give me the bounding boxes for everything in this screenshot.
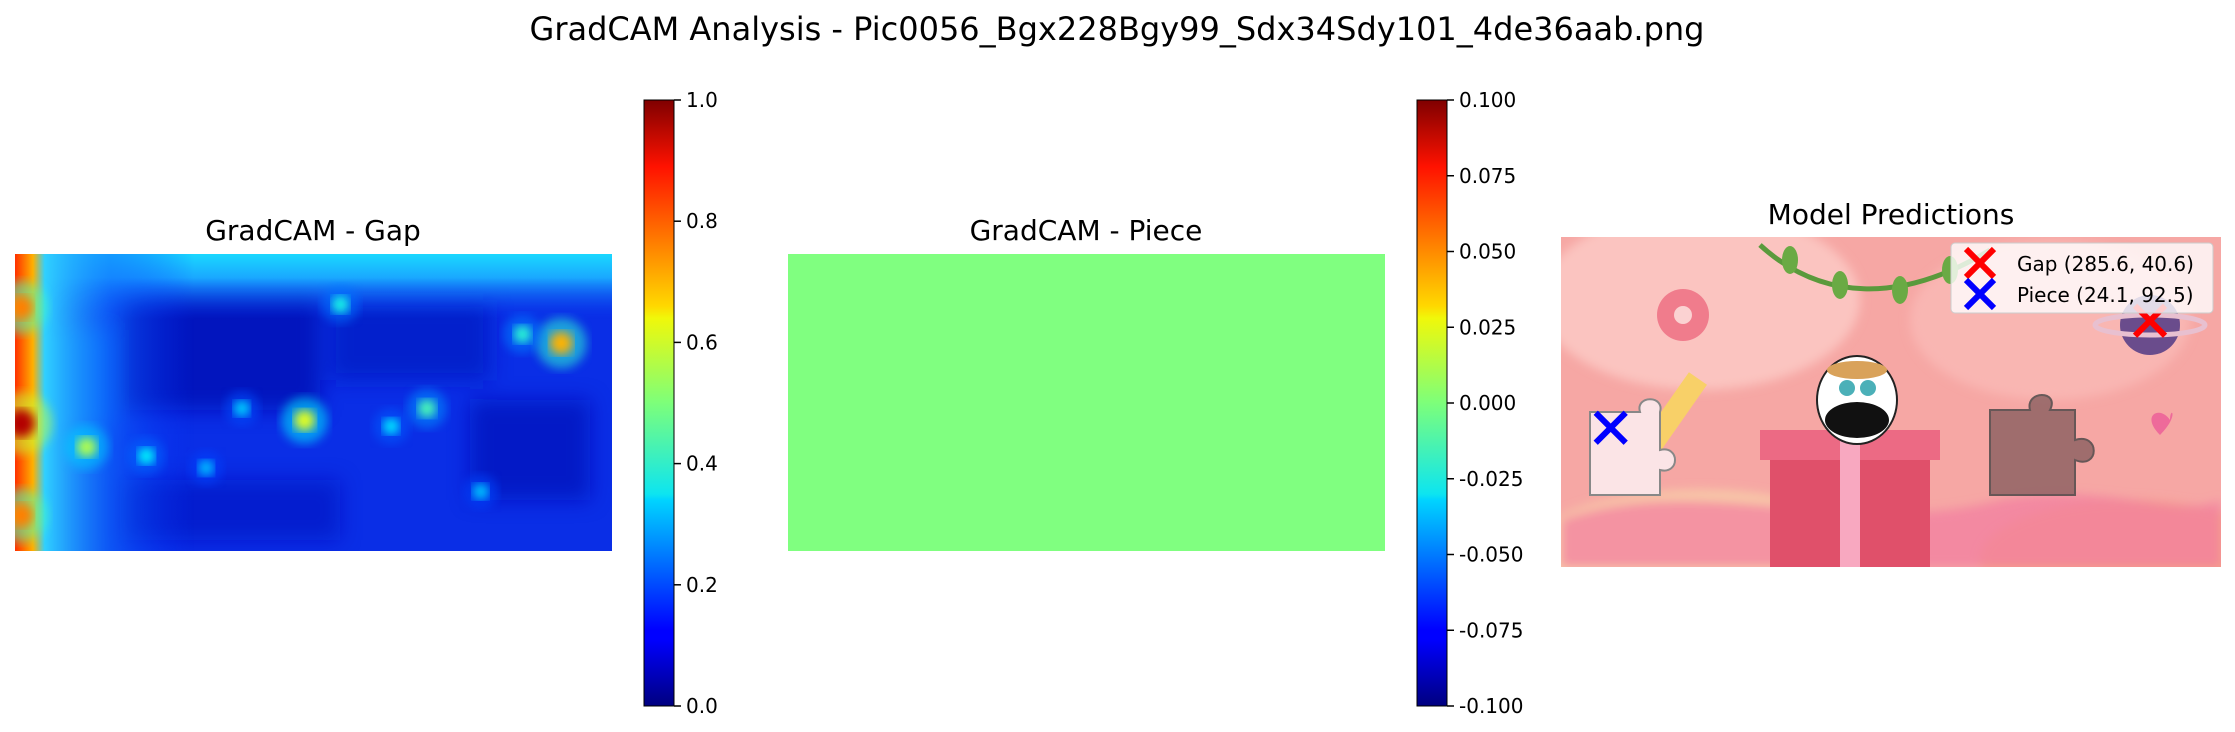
image-puzzle-cutout xyxy=(1989,394,2095,496)
gap-hotspot xyxy=(331,296,349,313)
figure-title: GradCAM Analysis - Pic0056_Bgx228Bgy99_S… xyxy=(530,10,1705,48)
gap-panel-title: GradCAM - Gap xyxy=(205,214,421,247)
gap-hotspot xyxy=(513,325,532,343)
gap-colorbar xyxy=(643,99,675,707)
predictions-panel-title: Model Predictions xyxy=(1768,198,2015,231)
gap-hotspot xyxy=(294,409,315,431)
gap-hotspot xyxy=(15,295,33,320)
gap-colorbar-tick-label: 0.4 xyxy=(686,452,718,476)
image-heart xyxy=(2151,412,2173,435)
gap-colorbar-tick-label: 0.6 xyxy=(686,330,718,354)
piece-colorbar-tick-label: 0.050 xyxy=(1459,240,1516,264)
legend-gap-marker xyxy=(1963,246,1997,280)
piece-panel-title: GradCAM - Piece xyxy=(970,214,1203,247)
gap-hotspot xyxy=(233,400,250,417)
gap-hotspot xyxy=(76,437,97,457)
predictions-legend: Gap (285.6, 40.6) Piece (24.1, 92.5) xyxy=(1950,242,2214,314)
piece-colorbar xyxy=(1416,99,1448,707)
piece-colorbar-tick-label: -0.100 xyxy=(1459,694,1523,718)
image-leaf xyxy=(1782,246,1798,274)
image-leaf xyxy=(1892,276,1908,304)
piece-colorbar-tick-label: 0.025 xyxy=(1459,315,1516,339)
image-bird xyxy=(1816,355,1898,445)
piece-colorbar-ticks: -0.100 -0.075 -0.050 -0.025 0.000 0.025 0.050 0… xyxy=(1447,88,1523,718)
gap-hotspot xyxy=(15,503,33,528)
piece-prediction-marker xyxy=(1593,410,1628,445)
gap-hotspot xyxy=(15,409,35,438)
legend-marker xyxy=(1963,246,1997,280)
gap-hotspot xyxy=(472,483,489,500)
gap-hotspot xyxy=(198,460,214,476)
legend-entry-piece: Piece (24.1, 92.5) xyxy=(1963,277,2194,311)
image-light-area xyxy=(1561,237,1860,390)
gap-hotspots xyxy=(15,280,587,542)
gap-hotspot xyxy=(138,447,155,465)
legend-marker xyxy=(1963,277,1997,311)
gap-hotspot xyxy=(549,331,573,355)
piece-colorbar-tick-label: 0.100 xyxy=(1459,88,1516,112)
legend-piece-marker xyxy=(1963,277,1997,311)
image-gift-ribbon xyxy=(1840,430,1860,567)
gap-colorbar-tick-label: 0.0 xyxy=(686,694,718,718)
gap-colorbar-tick-label: 0.2 xyxy=(686,573,718,597)
gap-heatmap xyxy=(15,254,612,551)
gap-colorbar-tick-label: 1.0 xyxy=(686,88,718,112)
piece-colorbar-tick-label: -0.025 xyxy=(1459,467,1523,491)
piece-colorbar-tick-label: -0.050 xyxy=(1459,543,1523,567)
legend-frame xyxy=(1950,242,2214,314)
legend-entry-gap: Gap (285.6, 40.6) xyxy=(1963,246,2194,280)
gap-colorbar-tick-label: 0.8 xyxy=(686,209,718,233)
piece-colorbar-tick-label: 0.000 xyxy=(1459,391,1516,415)
legend-gap-label: Gap (285.6, 40.6) xyxy=(2017,252,2194,276)
piece-colorbar-tick-label: 0.075 xyxy=(1459,164,1516,188)
piece-colorbar-tick-label: -0.075 xyxy=(1459,618,1523,642)
legend-piece-label: Piece (24.1, 92.5) xyxy=(2017,283,2194,307)
gap-colorbar-ticks: 0.0 0.2 0.4 0.6 0.8 1.0 xyxy=(674,88,718,718)
image-flower xyxy=(1657,289,1709,341)
piece-heatmap xyxy=(788,254,1385,551)
gap-hotspot xyxy=(417,399,436,418)
image-leaf xyxy=(1832,271,1848,299)
gap-hotspot xyxy=(383,418,400,435)
